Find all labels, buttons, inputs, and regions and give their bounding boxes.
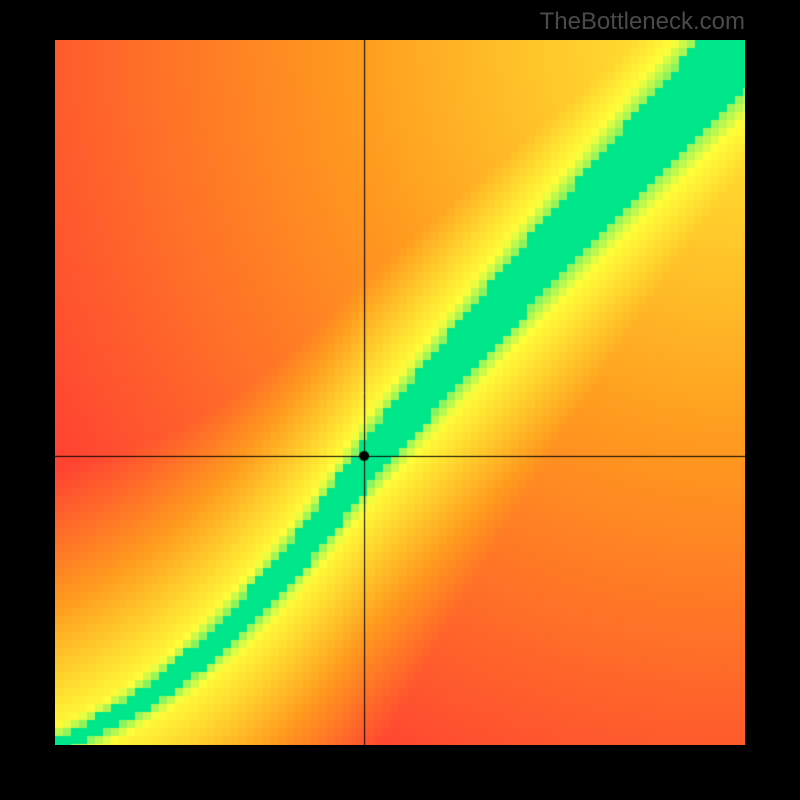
chart-container: TheBottleneck.com bbox=[0, 0, 800, 800]
bottleneck-heatmap bbox=[55, 40, 745, 745]
watermark-text: TheBottleneck.com bbox=[540, 8, 745, 36]
